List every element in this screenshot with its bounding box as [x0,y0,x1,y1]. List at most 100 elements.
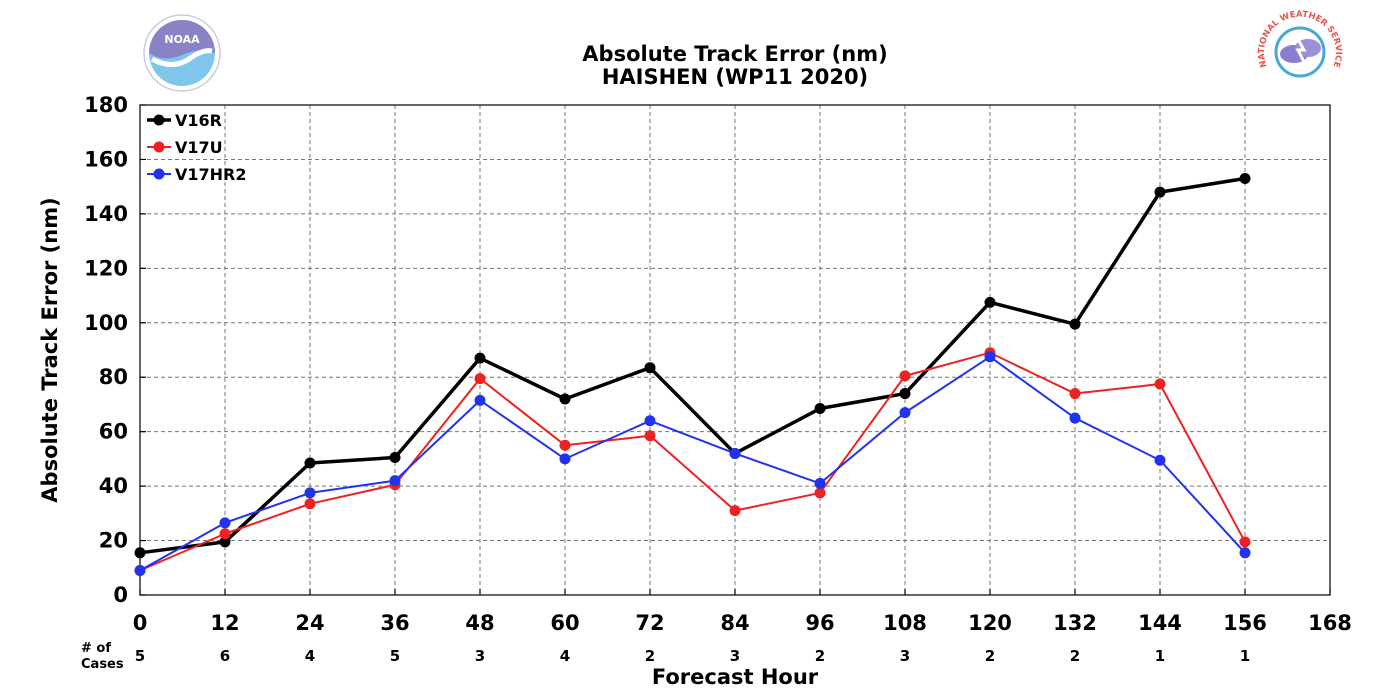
x-tick-label: 108 [883,611,927,635]
data-point-v16r [814,403,826,415]
case-count: 1 [1155,647,1165,665]
data-point-v16r [1154,186,1166,198]
data-point-v17hr2 [304,487,316,499]
y-tick-label: 60 [99,420,128,444]
x-tick-label: 24 [295,611,324,635]
data-point-v16r [984,296,996,308]
x-axis-label: Forecast Hour [652,665,819,689]
y-tick-label: 80 [99,365,128,389]
chart-title: Absolute Track Error (nm) [582,42,887,66]
series-line-v17u [139,351,1246,572]
x-tick-label: 84 [720,611,749,635]
data-point-v17hr2 [474,394,486,406]
chart-subtitle: HAISHEN (WP11 2020) [602,65,868,89]
data-point-v17hr2 [219,517,231,529]
case-count: 2 [1070,647,1080,665]
data-point-v17hr2 [1239,547,1251,559]
case-count: 3 [900,647,910,665]
legend: V16R V17U V17HR2 [147,111,247,184]
data-point-v17u [219,528,231,540]
data-series [134,173,1251,576]
y-tick-label: 140 [84,202,128,226]
x-tick-label: 12 [210,611,239,635]
legend-marker-v16r [153,114,165,126]
x-tick-label: 60 [550,611,579,635]
legend-label-v16r: V16R [175,111,222,130]
x-tick-label: 36 [380,611,409,635]
y-tick-label: 20 [99,529,128,553]
data-point-v16r [559,393,571,405]
data-point-v17u [559,439,571,451]
data-point-v17u [729,505,741,517]
y-tick-label: 0 [113,583,128,607]
data-point-v16r [1069,318,1081,330]
legend-label-v17u: V17U [175,138,223,157]
case-count: 4 [560,647,570,665]
cases-label-line2: Cases [81,657,124,672]
case-count: 1 [1240,647,1250,665]
data-point-v17hr2 [559,453,571,465]
data-point-v16r [474,352,486,364]
data-point-v16r [644,362,656,374]
series-line-v16r [139,176,1246,555]
data-point-v16r [134,547,146,559]
case-count: 2 [815,647,825,665]
y-axis-label: Absolute Track Error (nm) [38,197,62,502]
data-point-v16r [389,452,401,464]
nws-logo: NATIONAL WEATHER SERVICE [1257,10,1343,88]
data-point-v17hr2 [389,475,401,487]
case-count: 4 [305,647,315,665]
x-tick-label: 168 [1308,611,1352,635]
grid-lines [140,105,1330,595]
y-tick-label: 40 [99,474,128,498]
data-point-v17u [474,373,486,385]
x-axis-ticks: 0 12 24 36 48 60 72 84 96 108 120 132 144 156 168 [133,589,1352,635]
x-tick-label: 120 [968,611,1012,635]
y-tick-label: 100 [84,311,128,335]
cases-label-line1: # of [81,641,111,656]
data-point-v16r [304,457,316,469]
data-point-v17hr2 [814,477,826,489]
data-point-v16r [899,388,911,400]
data-point-v17hr2 [644,415,656,427]
noaa-logo: NOAA [143,14,221,92]
x-tick-label: 144 [1138,611,1182,635]
series-line-v17hr2 [139,355,1246,572]
data-point-v17hr2 [1154,454,1166,466]
data-point-v17u [899,370,911,382]
y-tick-label: 180 [84,93,128,117]
case-count: 2 [985,647,995,665]
data-point-v17u [814,487,826,499]
x-tick-label: 48 [465,611,494,635]
case-count: 3 [475,647,485,665]
x-tick-label: 132 [1053,611,1097,635]
x-tick-label: 0 [133,611,148,635]
y-tick-label: 120 [84,256,128,280]
cases-row: 5 6 4 5 3 4 2 3 2 3 2 2 1 1 [135,647,1250,665]
case-count: 6 [220,647,230,665]
y-axis-ticks: 0 20 40 60 80 100 120 140 160 180 [84,93,146,607]
case-count: 2 [645,647,655,665]
case-count: 3 [730,647,740,665]
data-point-v17hr2 [984,351,996,363]
case-count: 5 [390,647,400,665]
data-point-v17u [1069,388,1081,400]
case-count: 5 [135,647,145,665]
data-point-v17u [1154,378,1166,390]
data-point-v17u [644,430,656,442]
legend-marker-v17hr2 [153,168,165,180]
legend-marker-v17u [153,141,165,153]
data-point-v16r [1239,173,1251,184]
x-tick-label: 96 [805,611,834,635]
noaa-logo-text: NOAA [164,33,200,46]
data-point-v17u [1239,536,1251,548]
data-point-v16r [219,536,231,548]
legend-label-v17hr2: V17HR2 [175,165,247,184]
data-point-v17hr2 [899,407,911,419]
x-tick-label: 156 [1223,611,1267,635]
data-point-v17hr2 [729,447,741,459]
data-point-v17hr2 [134,565,146,576]
data-point-v17hr2 [1069,412,1081,424]
data-point-v17u [304,498,316,510]
